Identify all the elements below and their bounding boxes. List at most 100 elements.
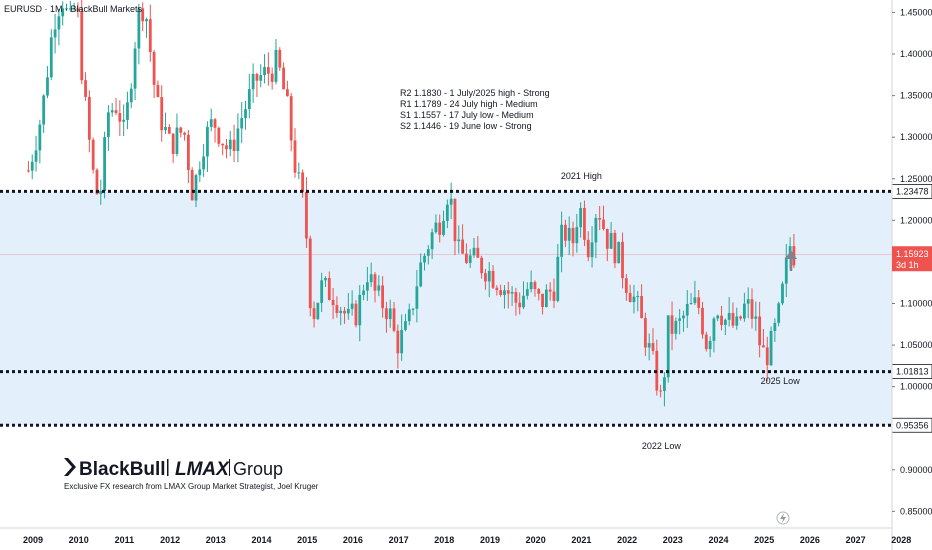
- candle-body: [209, 119, 213, 127]
- candles: [27, 0, 796, 407]
- candle-body: [723, 319, 727, 325]
- candle-body: [244, 109, 247, 119]
- price-tag-countdown: 3d 1h: [896, 260, 919, 270]
- candle-body: [95, 169, 99, 195]
- logo-tagline: Exclusive FX research from LMAX Group Ma…: [64, 482, 319, 491]
- horizontal-levels[interactable]: 1.23478 1.01813 0.95356: [0, 184, 932, 433]
- candle-body: [510, 292, 514, 294]
- x-tick-label: 2010: [69, 535, 89, 545]
- candle-body: [411, 308, 415, 310]
- candle-body: [331, 300, 335, 306]
- candle-body: [126, 102, 129, 120]
- candle-body: [735, 316, 739, 326]
- candle-body: [430, 232, 434, 250]
- candle-body: [564, 224, 567, 241]
- annotations: 2021 High 2025 Low 2022 Low: [561, 171, 800, 451]
- candle-body: [110, 110, 114, 113]
- candle-body: [784, 257, 788, 284]
- candle-body: [678, 318, 682, 321]
- y-tick-label: 1.25000: [900, 174, 932, 184]
- candle-body: [263, 67, 266, 76]
- candle-body: [270, 73, 274, 82]
- candle-body: [689, 303, 693, 305]
- candle-body: [232, 139, 236, 152]
- x-tick-label: 2022: [617, 535, 637, 545]
- lightning-icon[interactable]: [776, 511, 790, 525]
- x-tick-label: 2018: [434, 535, 454, 545]
- x-axis[interactable]: 2009 2010 2011 2012 2013 2014 2015 2016 2017 2018…: [23, 535, 932, 545]
- x-tick-label: 2015: [297, 535, 317, 545]
- x-tick-label: 2012: [160, 535, 180, 545]
- candle-body: [525, 289, 529, 296]
- candle-body: [480, 257, 484, 274]
- candle-body: [556, 256, 560, 301]
- candle-body: [712, 318, 716, 341]
- candle-body: [476, 247, 480, 258]
- candle-body: [583, 208, 586, 240]
- logo-group: Group: [233, 459, 283, 479]
- x-tick-label: 2025: [754, 535, 774, 545]
- y-tick-label: 0.85000: [900, 506, 932, 516]
- candle-body: [285, 89, 289, 97]
- candle-body: [537, 289, 541, 294]
- candle-body: [381, 285, 385, 309]
- candle-body: [335, 305, 339, 314]
- candle-body: [152, 51, 156, 85]
- x-tick-label: 2021: [571, 535, 591, 545]
- candle-body: [758, 316, 762, 346]
- candle-body: [731, 312, 735, 326]
- level-label: 1.23478: [896, 186, 929, 196]
- candle-body: [571, 227, 575, 244]
- candle-body: [327, 277, 331, 301]
- candle-body: [453, 198, 457, 242]
- candle-body: [278, 49, 282, 68]
- up-arrow-icon: [785, 250, 797, 271]
- candle-body: [666, 315, 670, 378]
- chart-title: EURUSD · 1M · BlackBull Markets: [4, 4, 143, 14]
- candle-body: [186, 134, 190, 170]
- candle-body: [68, 8, 72, 10]
- candle-body: [137, 8, 141, 49]
- candle-body: [164, 126, 167, 131]
- candle-body: [156, 84, 160, 98]
- y-tick-label: 1.40000: [900, 49, 932, 59]
- candle-body: [533, 282, 537, 290]
- x-tick-label: 2009: [23, 535, 43, 545]
- candle-body: [762, 345, 765, 348]
- candle-body: [240, 118, 244, 129]
- candle-body: [266, 67, 270, 74]
- candle-body: [472, 247, 476, 256]
- candle-body: [663, 377, 666, 391]
- x-tick-label: 2011: [115, 535, 135, 545]
- x-tick-label: 2023: [663, 535, 683, 545]
- candle-body: [742, 303, 746, 319]
- candle-body: [114, 110, 118, 113]
- candle-body: [316, 302, 320, 320]
- candle-body: [385, 308, 388, 320]
- candle-body: [289, 96, 293, 141]
- candle-body: [167, 126, 171, 134]
- candle-body: [468, 255, 472, 263]
- candle-body: [34, 150, 38, 162]
- y-axis[interactable]: 1.45000 1.40000 1.35000 1.30000 1.25000 1.200…: [892, 7, 932, 516]
- candle-body: [464, 253, 468, 263]
- candle-body: [396, 330, 400, 354]
- candle-body: [369, 274, 373, 283]
- candle-body: [613, 232, 617, 264]
- candle-body: [746, 299, 750, 304]
- candle-body: [426, 249, 430, 256]
- price-tag-box: [892, 246, 932, 272]
- candle-body: [579, 208, 583, 228]
- candle-body: [586, 239, 590, 258]
- candle-body: [354, 303, 358, 326]
- candle-body: [609, 232, 613, 249]
- x-tick-label: 2013: [206, 535, 226, 545]
- level-band: [0, 191, 892, 426]
- candle-body: [407, 309, 411, 322]
- candle-body: [640, 295, 643, 319]
- candle-body: [221, 143, 225, 146]
- candle-body: [697, 297, 701, 308]
- candle-body: [636, 295, 640, 297]
